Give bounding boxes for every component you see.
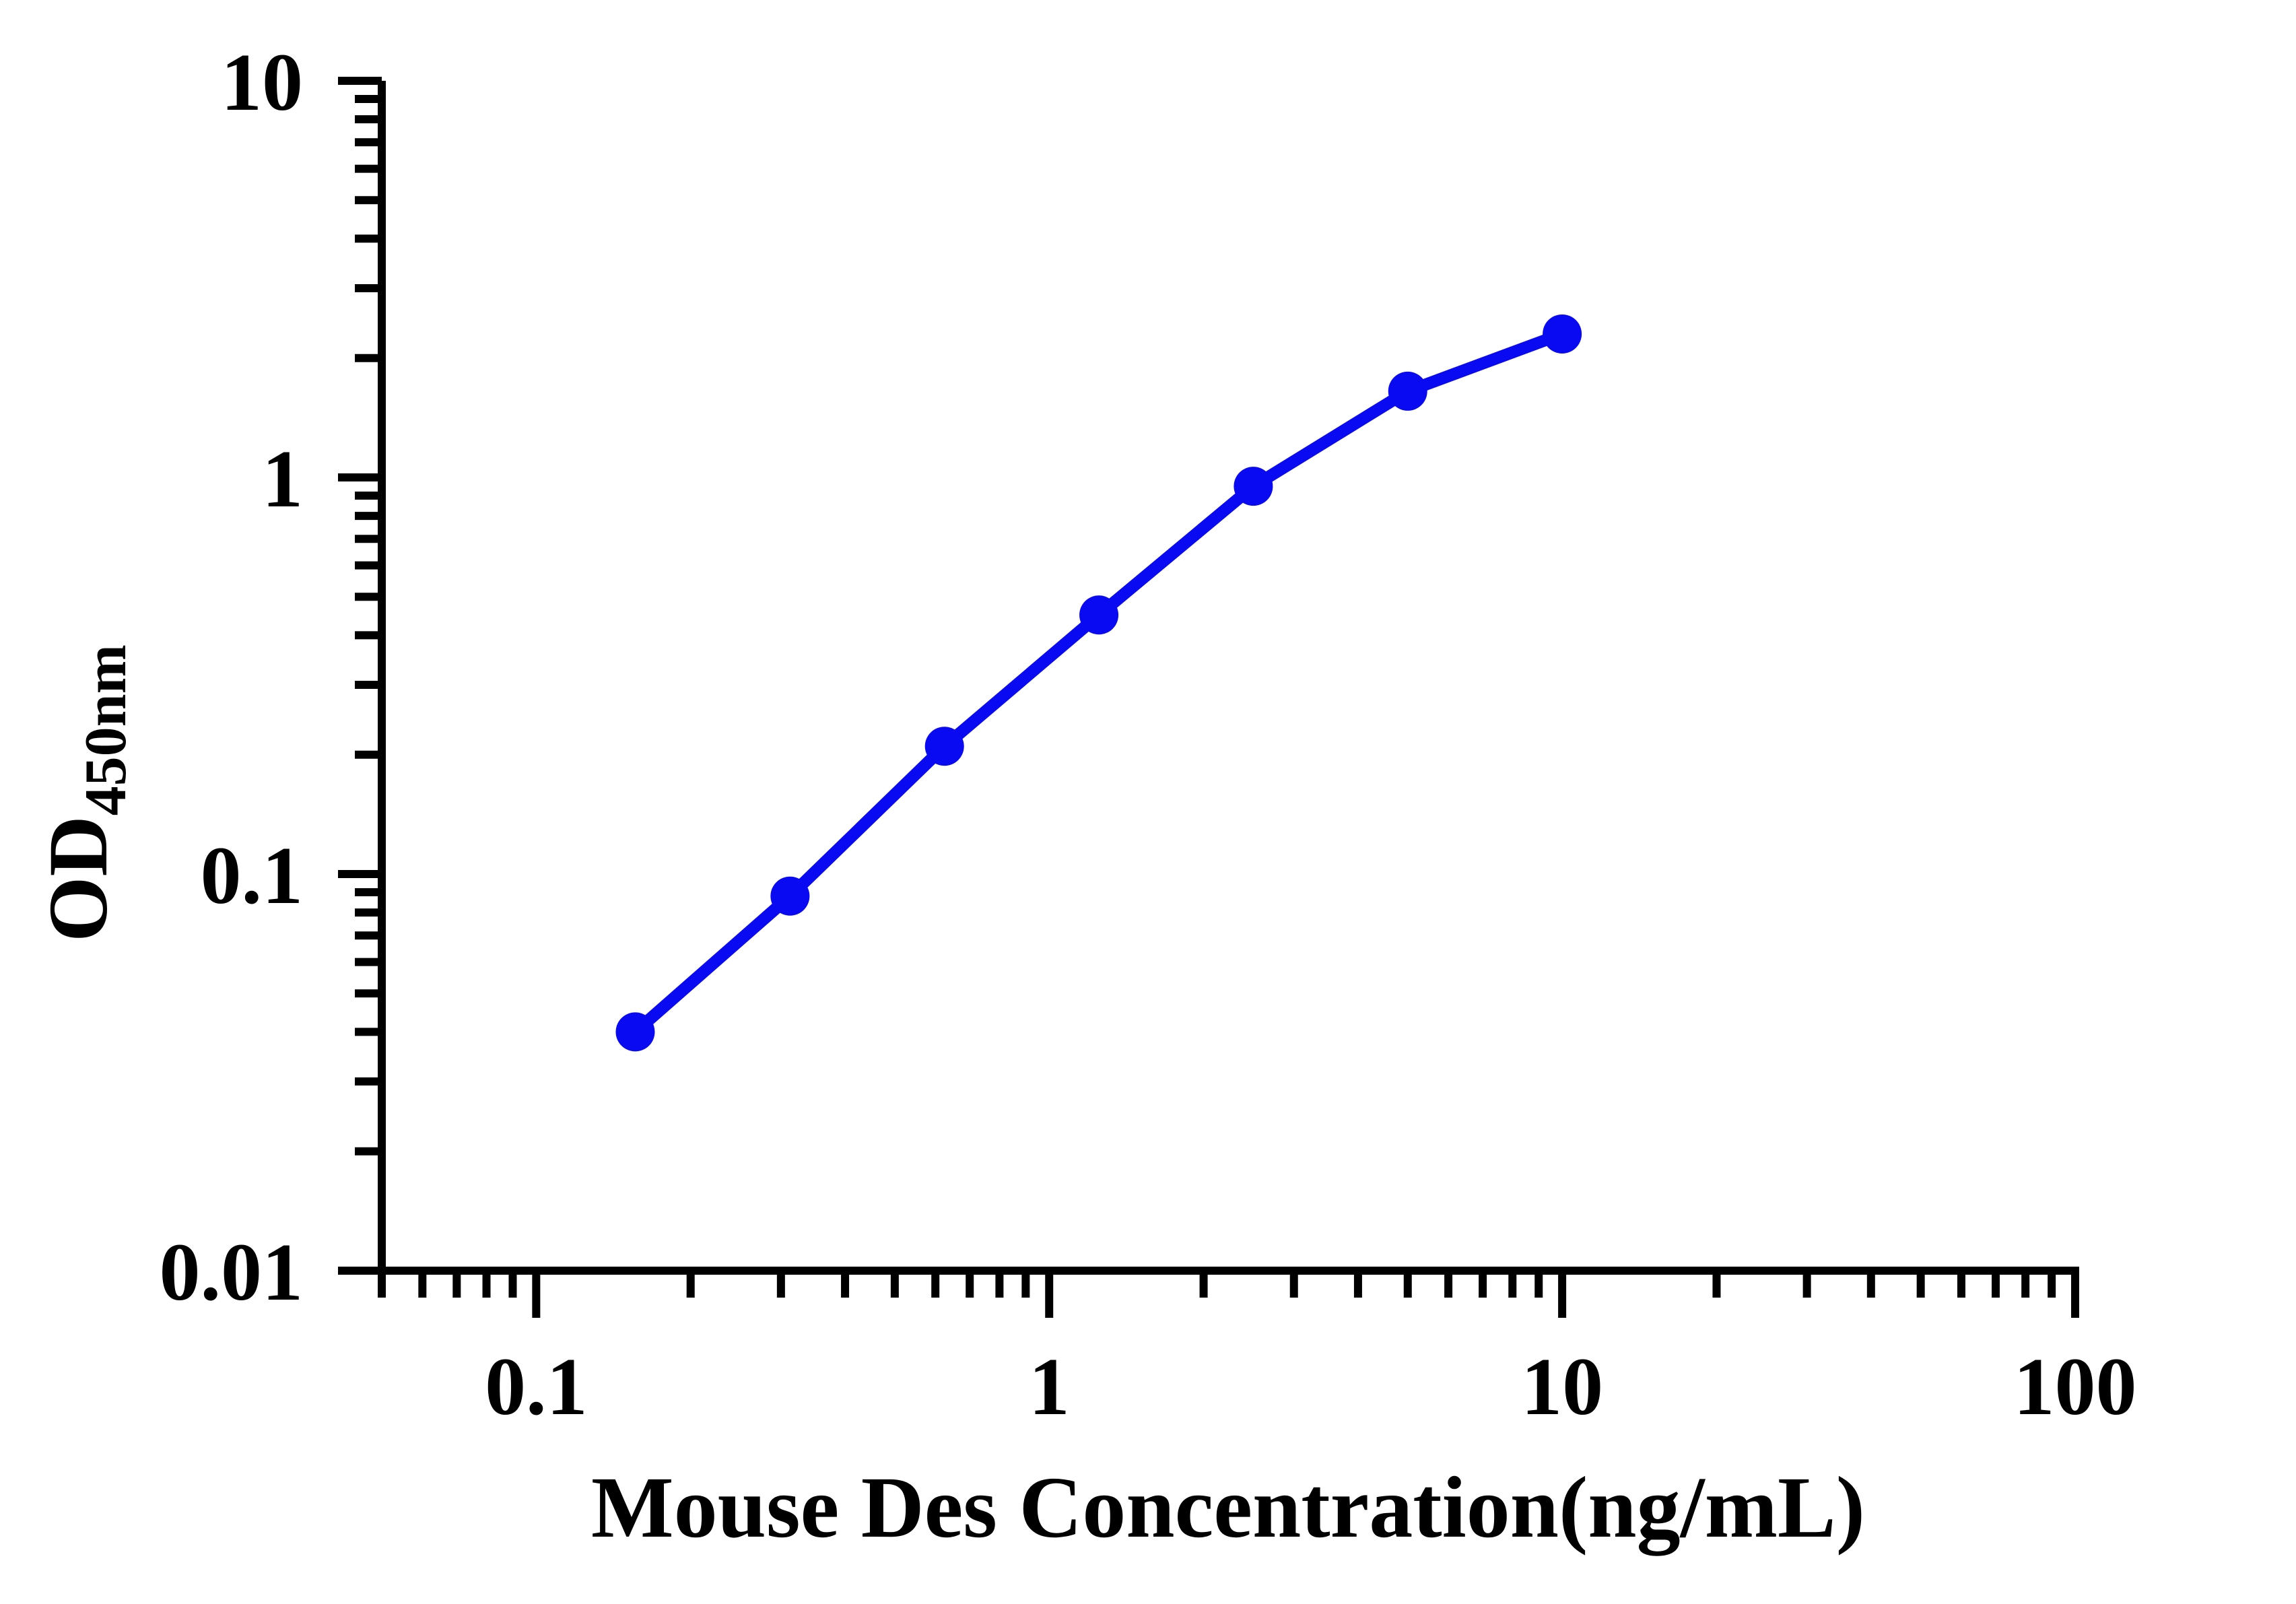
x-tick-label: 100 bbox=[2014, 1341, 2137, 1432]
x-tick-label: 1 bbox=[1029, 1341, 1070, 1432]
y-tick-label: 10 bbox=[221, 37, 303, 128]
data-point-marker bbox=[1234, 467, 1273, 506]
y-axis-title-main: OD bbox=[32, 815, 125, 942]
y-axis-title: OD450nm bbox=[32, 644, 139, 942]
data-point-marker bbox=[1079, 595, 1119, 635]
y-tick-label: 0.1 bbox=[201, 830, 304, 921]
axes bbox=[378, 81, 2079, 1275]
series-line bbox=[629, 327, 1569, 1038]
y-axis-title-subscript: 450nm bbox=[73, 644, 139, 815]
y-tick-label: 1 bbox=[262, 434, 303, 525]
x-tick-label: 0.1 bbox=[485, 1341, 588, 1432]
data-point-marker bbox=[1543, 314, 1582, 354]
y-tick-label: 0.01 bbox=[160, 1227, 304, 1318]
x-tick-label: 10 bbox=[1521, 1341, 1603, 1432]
data-point-marker bbox=[615, 1012, 655, 1052]
data-point-marker bbox=[770, 876, 810, 916]
x-axis-title: Mouse Des Concentration(ng/mL) bbox=[591, 1459, 1865, 1556]
data-point-marker bbox=[1388, 371, 1427, 411]
axis-ticks bbox=[338, 77, 2079, 1318]
axis-tick-labels: 0.1 1 10 100 10 1 0.1 0.01 bbox=[160, 37, 2137, 1432]
data-point-marker bbox=[924, 727, 964, 766]
data-series bbox=[615, 314, 1582, 1052]
